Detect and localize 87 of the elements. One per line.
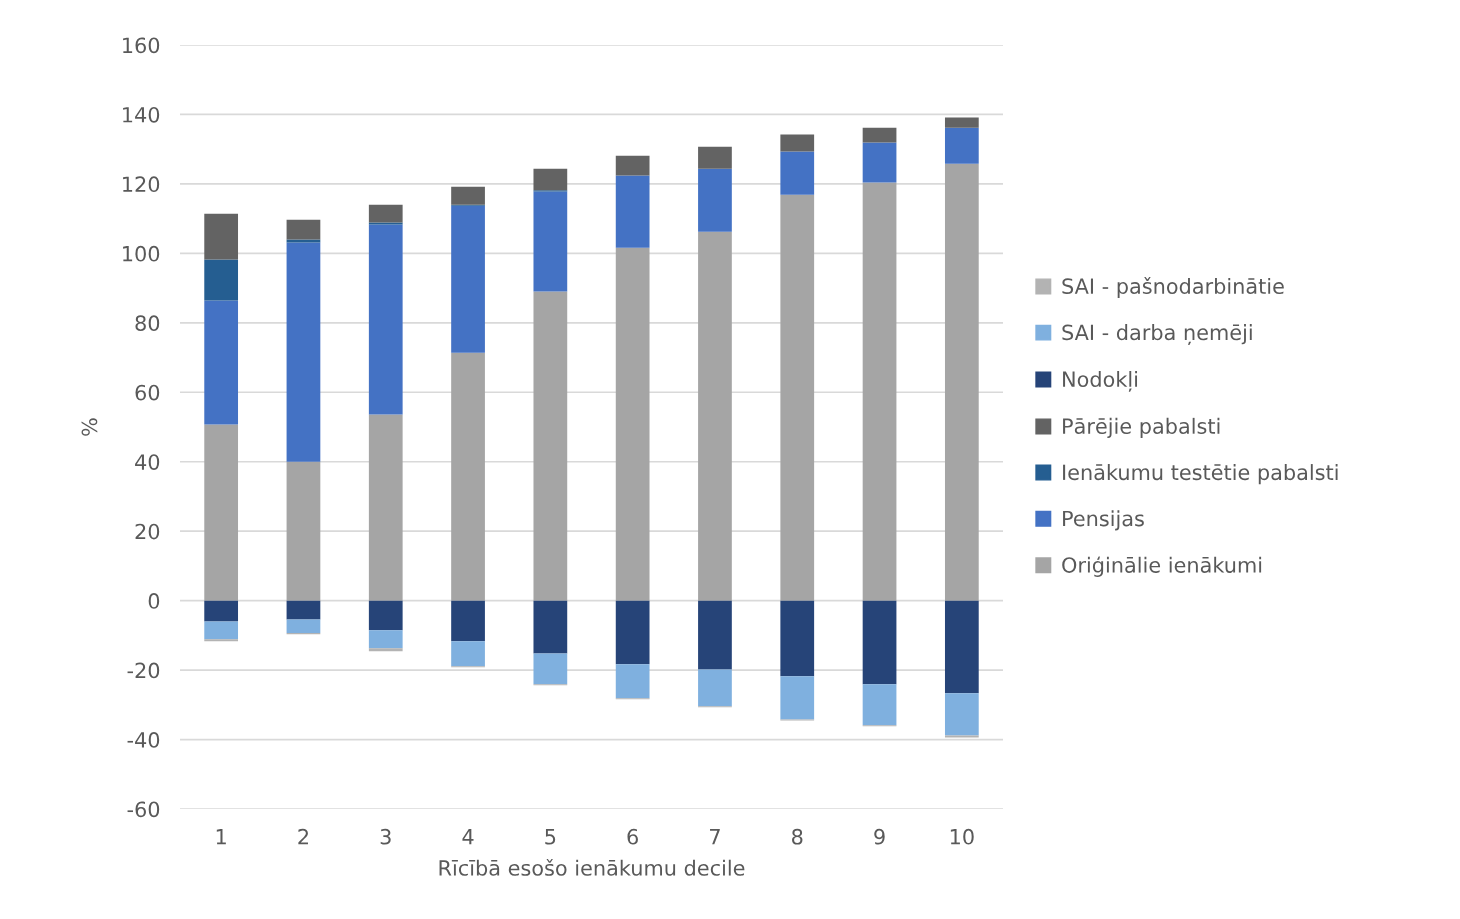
bar	[533, 653, 568, 685]
bar	[944, 127, 979, 164]
bar	[368, 630, 403, 649]
x-axis-title: Rīcībā esošo ienākumu decile	[439, 858, 745, 876]
bar	[204, 259, 239, 301]
bar	[944, 600, 979, 694]
legend-label: Ienākumu testētie pabalsti	[1063, 464, 1338, 485]
bar	[615, 247, 650, 601]
bar	[780, 600, 815, 677]
bar	[615, 600, 650, 665]
y-axis-title: %	[81, 418, 98, 436]
bar	[944, 693, 979, 736]
y-tick-label: 0	[148, 593, 160, 609]
bar	[533, 191, 568, 292]
bar	[533, 291, 568, 601]
x-tick-label: 5	[545, 829, 556, 845]
x-tick-label: 4	[462, 829, 474, 845]
bar	[204, 639, 239, 642]
bar	[944, 117, 979, 128]
bar	[451, 600, 485, 642]
bar	[451, 352, 485, 601]
bar	[286, 242, 321, 462]
x-tick-label: 8	[792, 828, 803, 845]
y-tick-label: 120	[123, 176, 160, 193]
bar	[368, 600, 403, 631]
bar	[862, 600, 897, 685]
legend-label: Oriģinālie ienākumi	[1062, 556, 1262, 577]
bar	[451, 186, 485, 205]
y-tick-label: 100	[123, 245, 160, 262]
legend-label: SAI - pašnodarbinātie	[1062, 277, 1284, 299]
bar	[451, 641, 485, 667]
bar	[698, 168, 732, 232]
bar	[204, 300, 239, 425]
bar	[944, 735, 979, 738]
bar	[862, 142, 897, 183]
bar	[698, 146, 732, 169]
y-tick-label: -60	[127, 801, 160, 818]
bar	[368, 222, 403, 225]
x-tick-label: 7	[710, 829, 720, 845]
x-tick-label: 1	[216, 829, 226, 845]
legend-label: Nodokļi	[1063, 370, 1138, 392]
bar	[286, 461, 321, 601]
y-tick-label: -20	[127, 662, 160, 679]
bar	[368, 224, 403, 415]
bar	[204, 600, 239, 622]
y-tick-label: 60	[135, 384, 160, 401]
bar	[286, 600, 321, 620]
y-tick-label: 160	[123, 37, 160, 54]
y-tick-label: 80	[135, 315, 160, 332]
x-tick-label: 10	[950, 828, 974, 845]
x-tick-label: 6	[627, 828, 638, 845]
bar	[286, 239, 321, 243]
bar	[533, 168, 568, 191]
bar	[862, 127, 897, 143]
bar	[615, 664, 650, 699]
bar	[204, 213, 239, 260]
bar	[533, 600, 568, 654]
bar	[780, 134, 815, 152]
bar	[451, 205, 485, 353]
legend-label: SAI - darba ņemēji	[1062, 324, 1252, 345]
bar	[615, 155, 650, 176]
bar	[780, 151, 815, 195]
x-tick-label: 2	[298, 828, 308, 845]
bar	[204, 621, 239, 640]
bar	[368, 648, 403, 652]
bar	[286, 219, 321, 240]
y-tick-label: -40	[127, 732, 160, 748]
x-tick-label: 9	[874, 828, 885, 845]
bar	[615, 175, 650, 248]
bar	[698, 669, 732, 707]
bar	[286, 619, 321, 633]
bar	[368, 204, 403, 223]
bar	[368, 414, 403, 601]
y-tick-label: 20	[135, 523, 160, 540]
x-tick-label: 3	[380, 828, 391, 845]
bar	[698, 231, 732, 601]
legend-label: Pārējie pabalsti	[1063, 417, 1220, 439]
bar	[780, 676, 815, 720]
y-tick-label: 140	[123, 106, 160, 123]
legend-label: Pensijas	[1063, 510, 1144, 531]
bar	[944, 163, 979, 601]
bar	[780, 194, 815, 601]
y-tick-label: 40	[135, 454, 160, 470]
bar	[204, 424, 239, 601]
bar	[862, 684, 897, 726]
bar	[698, 600, 732, 670]
bar	[862, 182, 897, 601]
